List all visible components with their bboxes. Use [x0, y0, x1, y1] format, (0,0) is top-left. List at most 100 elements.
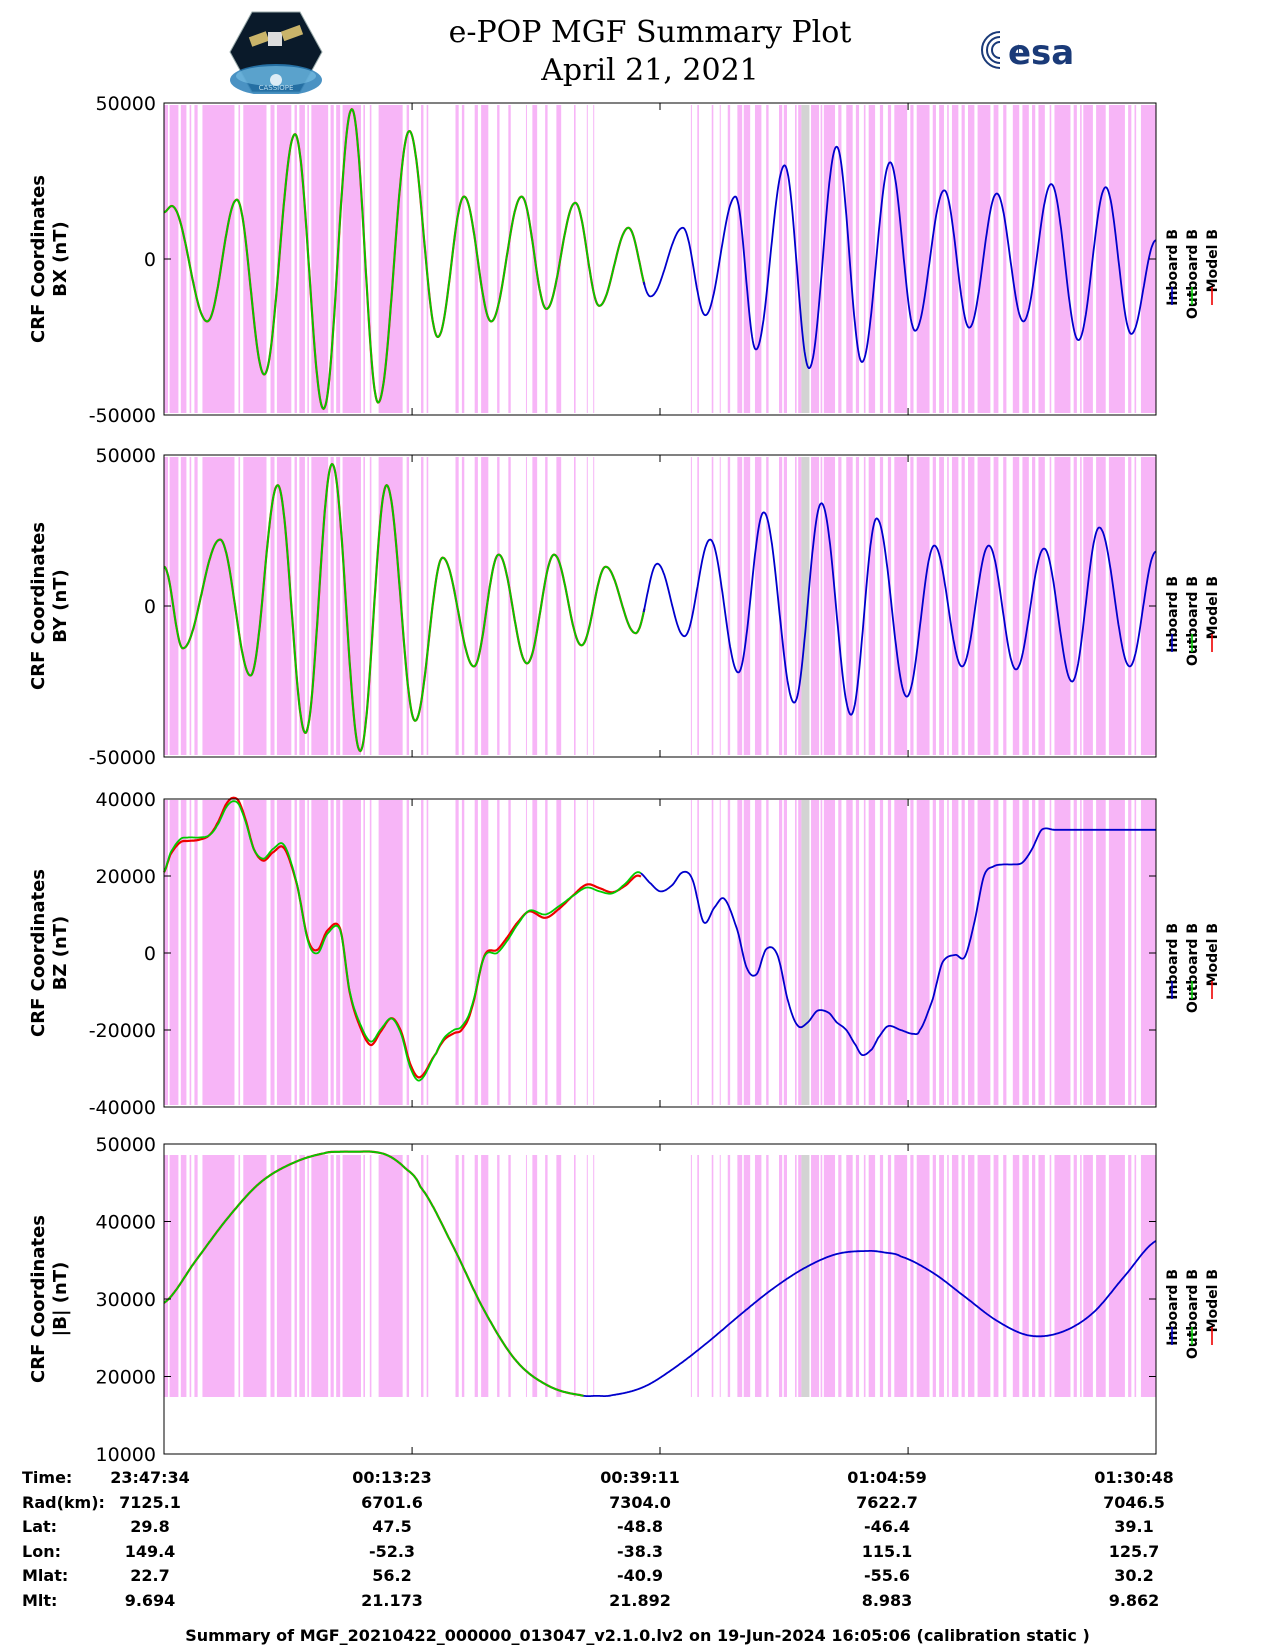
- legend-label: Model B: [1205, 576, 1221, 639]
- pink-band: [189, 457, 192, 755]
- pink-band: [532, 800, 538, 1105]
- y-axis-label: CRF CoordinatesBZ (nT): [28, 869, 71, 1037]
- pink-band: [1073, 457, 1077, 755]
- legend-label: Model B: [1205, 923, 1221, 986]
- pink-band: [932, 457, 936, 755]
- pink-band: [311, 800, 329, 1105]
- pink-band: [525, 1155, 527, 1397]
- y-tick-label: 40000: [96, 1212, 156, 1234]
- pink-band: [737, 1155, 743, 1397]
- y-tick-label: 50000: [96, 93, 156, 115]
- pink-band: [863, 1155, 866, 1397]
- pink-band: [406, 457, 410, 755]
- pink-band: [916, 1155, 930, 1397]
- ephemeris-row: Lon: 149.4 -52.3 -38.3 115.1 125.7: [22, 1542, 1182, 1567]
- pink-band: [879, 800, 884, 1105]
- pink-band: [406, 105, 410, 413]
- pink-band: [1054, 800, 1071, 1105]
- pink-band: [838, 1155, 842, 1397]
- pink-band: [1073, 800, 1077, 1105]
- pink-band: [1049, 800, 1052, 1105]
- pink-band: [330, 105, 334, 413]
- ephemeris-value: 21.892: [609, 1590, 671, 1610]
- pink-band: [783, 457, 788, 755]
- pink-band: [798, 105, 802, 413]
- pink-band: [481, 1155, 489, 1397]
- pink-band: [783, 1155, 788, 1397]
- pink-band: [311, 105, 329, 413]
- ephemeris-value: 9.694: [124, 1590, 176, 1610]
- pink-band: [299, 457, 305, 755]
- legend-label: Inboard B: [1165, 923, 1181, 1000]
- pink-band: [910, 1155, 914, 1397]
- pink-band: [737, 457, 743, 755]
- legend-label: Inboard B: [1165, 576, 1181, 653]
- pink-band: [1038, 105, 1045, 413]
- legend-label: Model B: [1205, 1269, 1221, 1332]
- pink-band: [593, 1155, 595, 1397]
- outboard-b-line: [163, 800, 642, 1082]
- pink-band: [532, 457, 538, 755]
- pink-band: [180, 105, 187, 413]
- pink-band: [1003, 105, 1007, 413]
- pink-band: [508, 105, 511, 413]
- esa-logo: esa: [981, 31, 1074, 72]
- pink-band: [342, 105, 361, 413]
- ephemeris-value: -46.4: [863, 1517, 911, 1536]
- pink-band: [474, 1155, 478, 1397]
- pink-band: [846, 800, 853, 1105]
- pink-band: [1134, 457, 1137, 755]
- pink-band: [951, 800, 959, 1105]
- pink-band: [743, 105, 751, 413]
- pink-band: [823, 1155, 836, 1397]
- cassiope-logo: CASSIOPE: [229, 11, 323, 94]
- pink-band: [270, 1155, 275, 1397]
- y-tick-label: 0: [144, 596, 156, 618]
- pink-band: [426, 457, 429, 755]
- pink-band: [879, 457, 884, 755]
- pink-band: [363, 1155, 365, 1397]
- pink-band: [474, 105, 478, 413]
- pink-band: [1096, 105, 1106, 413]
- pink-band: [330, 457, 334, 755]
- pink-band: [887, 105, 892, 413]
- pink-band: [1054, 105, 1071, 413]
- pink-band: [778, 105, 783, 413]
- legend-label: Outboard B: [1185, 576, 1201, 666]
- pink-band: [508, 457, 511, 755]
- pink-band: [690, 800, 692, 1105]
- pink-band: [342, 457, 361, 755]
- pink-band: [180, 457, 187, 755]
- pink-band: [1083, 105, 1093, 413]
- pink-band: [855, 800, 860, 1105]
- pink-band: [194, 457, 198, 755]
- pink-band: [951, 457, 959, 755]
- y-axis-label-line1: CRF Coordinates: [28, 869, 49, 1037]
- pink-band: [863, 800, 866, 1105]
- ephemeris-value: -55.6: [863, 1566, 911, 1585]
- pink-band: [743, 457, 751, 755]
- ephemeris-row: Time: 23:47:34 00:13:23 00:39:11 01:04:59 01:…: [22, 1468, 1182, 1493]
- pink-band: [202, 105, 235, 413]
- pink-band: [932, 105, 936, 413]
- legend-label: Outboard B: [1185, 923, 1201, 1013]
- pink-band: [481, 800, 489, 1105]
- pink-band: [276, 1155, 292, 1397]
- y-axis-label-line2: |B| (nT): [50, 1262, 71, 1337]
- ephemeris-label: Time:: [22, 1468, 73, 1487]
- pink-band: [939, 800, 944, 1105]
- pink-band: [1083, 800, 1093, 1105]
- y-axis-label-line1: CRF Coordinates: [28, 522, 49, 690]
- pink-band: [961, 457, 965, 755]
- ephemeris-label: Mlat:: [22, 1566, 69, 1585]
- y-tick-label: 10000: [96, 1444, 156, 1466]
- pink-band: [238, 457, 241, 755]
- pink-band: [194, 1155, 198, 1397]
- ephemeris-value: -48.8: [616, 1517, 664, 1536]
- pink-band: [993, 457, 999, 755]
- pink-band: [461, 1155, 465, 1397]
- pink-band: [855, 457, 860, 755]
- ephemeris-value: 21.173: [361, 1590, 423, 1610]
- pink-band: [1003, 1155, 1007, 1397]
- pink-band: [294, 800, 297, 1105]
